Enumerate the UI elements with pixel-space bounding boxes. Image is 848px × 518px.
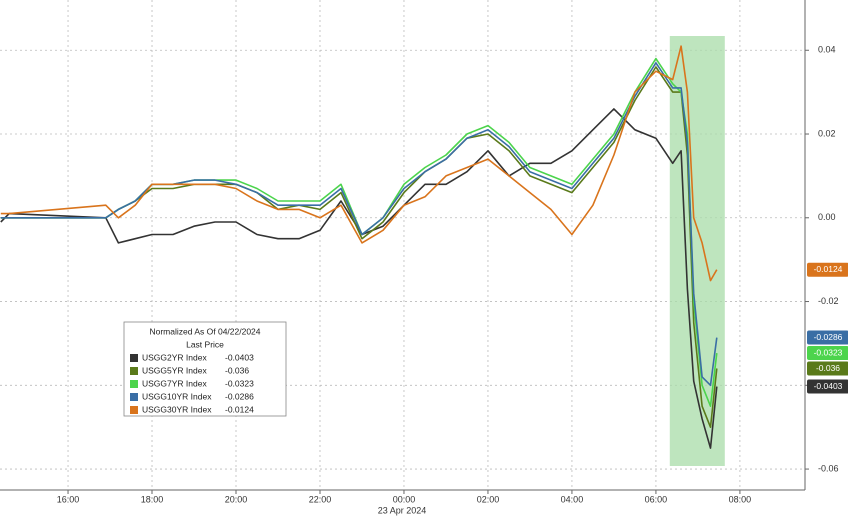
x-tick-label: 08:00: [729, 494, 752, 504]
legend: Normalized As Of 04/22/2024 Last Price U…: [123, 321, 287, 417]
y-tick-label: 0.00: [818, 212, 836, 222]
legend-label: USGG10YR Index: [142, 391, 212, 401]
x-tick-label: 00:00: [393, 494, 416, 504]
last-value-badge: [807, 262, 848, 277]
y-tick-label: 0.02: [818, 128, 836, 138]
x-tick-label: 04:00: [561, 494, 584, 504]
legend-value: -0.0403: [225, 352, 254, 362]
y-tick-label: -0.02: [818, 296, 839, 306]
legend-swatch: [130, 367, 138, 375]
legend-box: [123, 321, 287, 417]
legend-swatch: [130, 354, 138, 362]
legend-swatch: [130, 406, 138, 414]
series-line: [0, 108, 718, 449]
last-value-badge: [807, 379, 848, 394]
legend-label: USGG30YR Index: [142, 404, 212, 414]
last-value-badge: [807, 361, 848, 376]
x-tick-label: 02:00: [477, 494, 500, 504]
y-tick-label: -0.06: [818, 463, 839, 473]
legend-swatch: [130, 380, 138, 388]
x-tick-label: 16:00: [57, 494, 80, 504]
last-value-label: -0.0286: [814, 332, 843, 342]
series-line: [0, 45, 718, 282]
highlight-region: [669, 36, 725, 466]
last-value-badge: [807, 330, 848, 345]
legend-value: -0.036: [225, 365, 249, 375]
legend-label: USGG5YR Index: [142, 365, 207, 375]
last-value-label: -0.036: [816, 363, 840, 373]
last-value-label: -0.0124: [814, 264, 843, 274]
date-label: 23 Apr 2024: [378, 505, 427, 515]
last-value-label: -0.0323: [814, 347, 843, 357]
legend-swatch: [130, 393, 138, 401]
legend-title: Normalized As Of 04/22/2024: [149, 326, 260, 336]
legend-value: -0.0286: [225, 391, 254, 401]
x-tick-label: 20:00: [225, 494, 248, 504]
legend-subtitle: Last Price: [186, 339, 224, 349]
last-value-badge: [807, 346, 848, 361]
x-tick-label: 18:00: [141, 494, 164, 504]
legend-label: USGG7YR Index: [142, 378, 207, 388]
y-tick-label: 0.04: [818, 45, 836, 55]
legend-value: -0.0323: [225, 378, 254, 388]
legend-value: -0.0124: [225, 404, 254, 414]
plot-area: [0, 36, 725, 466]
legend-label: USGG2YR Index: [142, 352, 207, 362]
x-tick-label: 22:00: [309, 494, 332, 504]
last-value-label: -0.0403: [814, 381, 843, 391]
x-tick-label: 06:00: [645, 494, 668, 504]
